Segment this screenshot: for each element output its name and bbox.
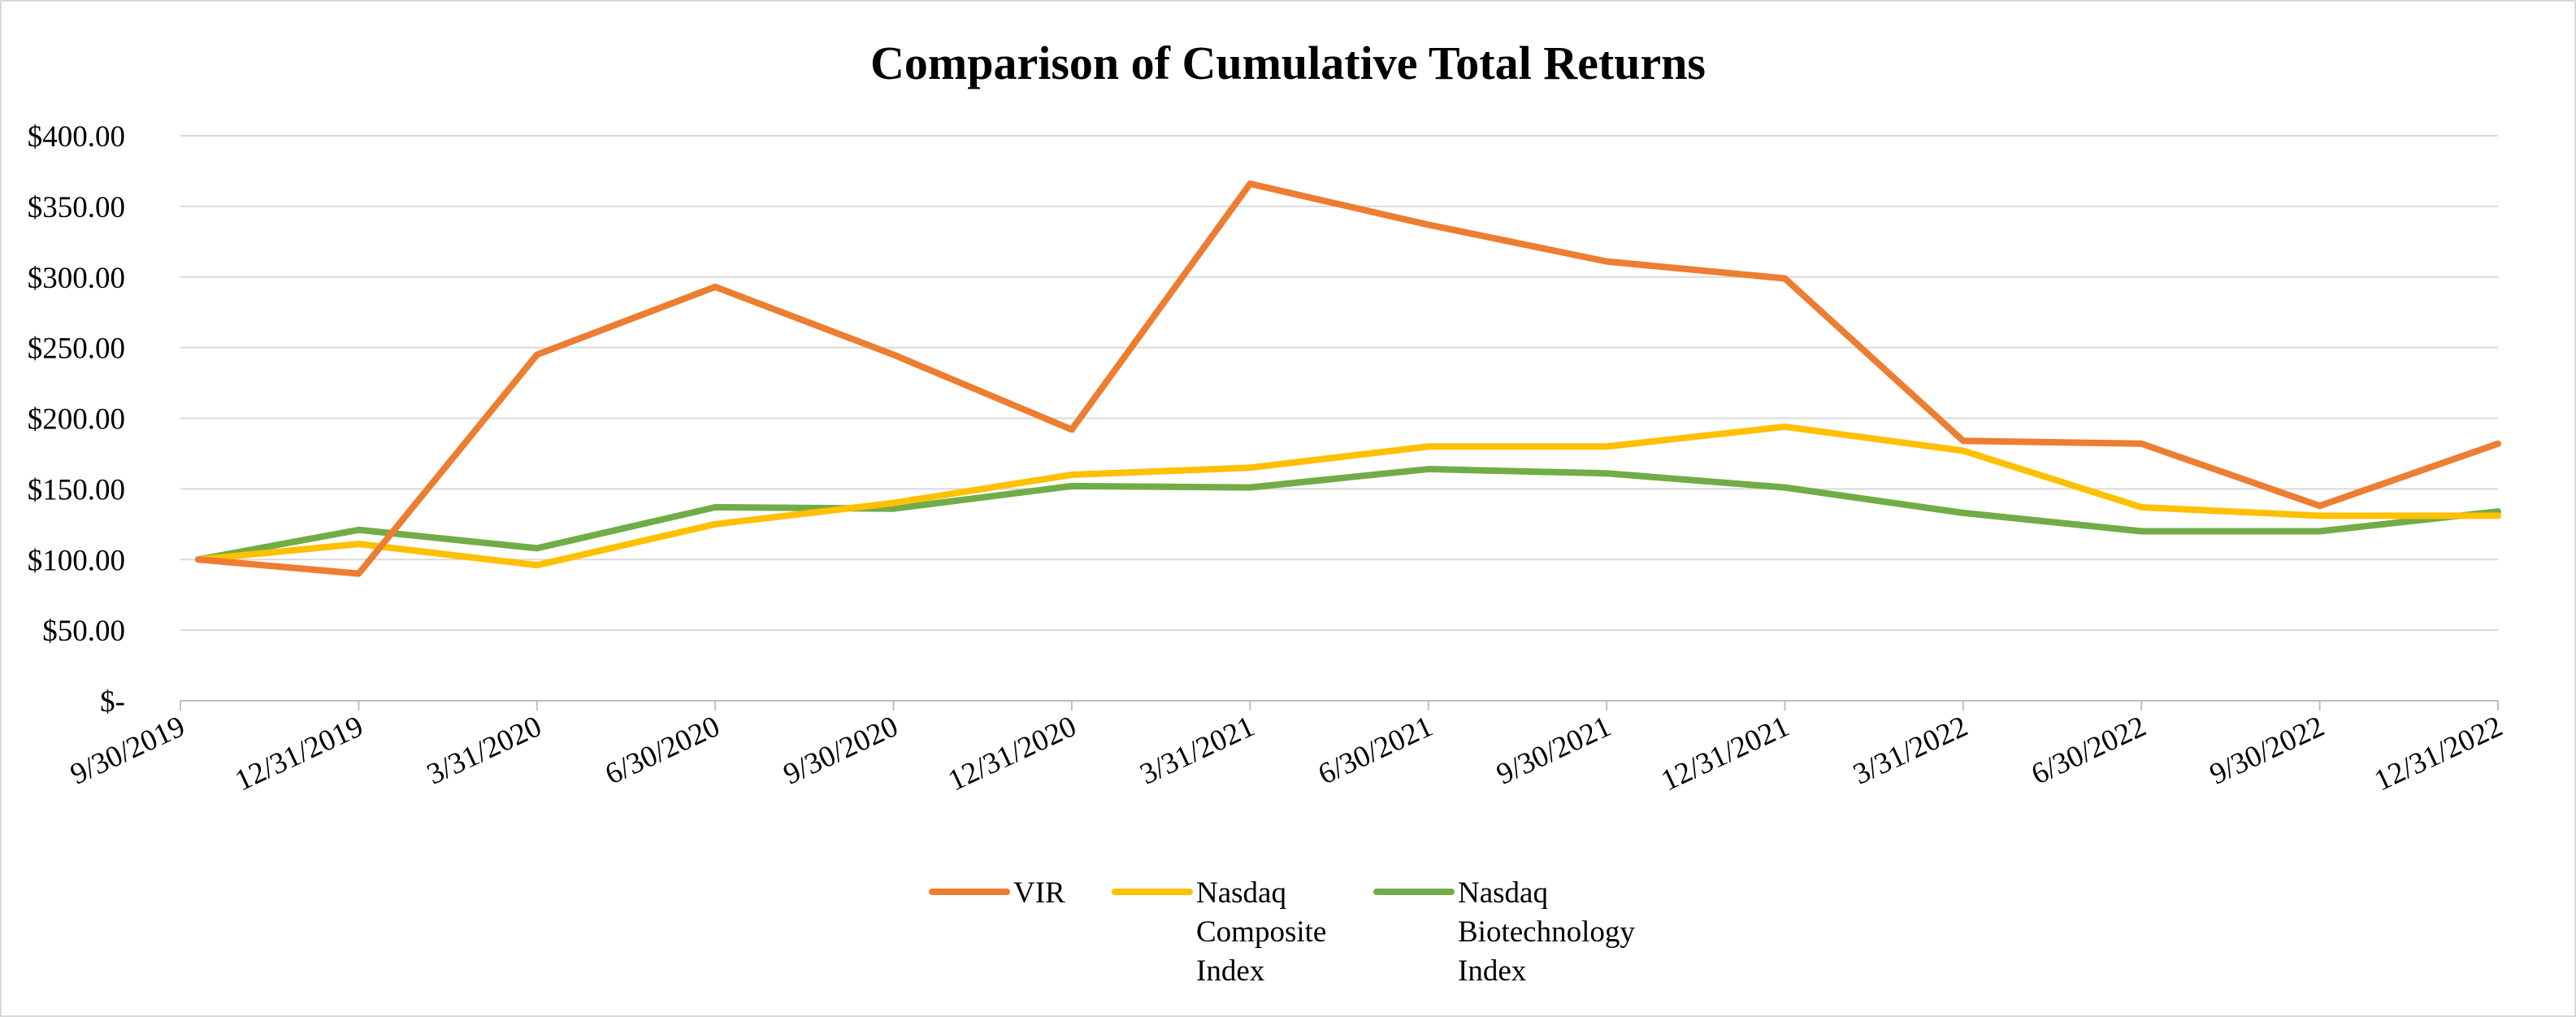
x-tick-label: 6/30/2021 <box>1313 710 1438 792</box>
axes <box>180 700 2499 711</box>
y-tick-label: $300.00 <box>28 262 125 295</box>
y-tick-label: $150.00 <box>28 473 125 506</box>
y-tick-label: $- <box>100 685 125 719</box>
y-tick-label: $250.00 <box>28 332 125 366</box>
legend-label: Index <box>1196 954 1265 988</box>
x-axis-tick-labels: 9/30/2019 12/31/2019 3/31/2020 6/30/2020 9/3… <box>65 710 2507 798</box>
gridlines <box>180 135 2498 632</box>
x-tick-label: 12/31/2020 <box>943 710 1082 798</box>
legend-label: Biotechnology <box>1458 915 1635 949</box>
legend-label: Nasdaq <box>1458 876 1548 910</box>
x-tick-label: 3/31/2022 <box>1848 710 1972 792</box>
chart-title: Comparison of Cumulative Total Returns <box>870 37 1706 89</box>
series-lines <box>195 180 2501 577</box>
series-line-vir <box>195 180 2501 577</box>
x-tick-label: 9/30/2021 <box>1492 710 1616 792</box>
x-tick-label: 3/31/2020 <box>422 710 546 792</box>
legend-label: Nasdaq <box>1196 876 1286 910</box>
x-tick-label: 12/31/2021 <box>1656 710 1794 798</box>
x-tick-label: 12/31/2019 <box>230 710 368 798</box>
x-tick-label: 9/30/2020 <box>778 710 903 792</box>
y-tick-label: $200.00 <box>28 403 125 437</box>
x-tick-label: 6/30/2020 <box>601 710 725 792</box>
y-tick-label: $50.00 <box>42 615 125 648</box>
x-tick-label: 9/30/2022 <box>2205 710 2329 792</box>
y-axis-tick-labels: $- $50.00 $100.00 $150.00 $200.00 $250.00 $300… <box>28 120 125 719</box>
x-tick-label: 12/31/2022 <box>2370 710 2508 798</box>
legend-label: Index <box>1458 954 1527 988</box>
series-line-nasdaq-biotechnology-index <box>195 466 2501 563</box>
series-line-nasdaq-composite-index <box>195 423 2501 569</box>
x-tick-label: 3/31/2021 <box>1135 710 1260 792</box>
x-tick-label: 9/30/2019 <box>65 710 189 792</box>
y-tick-label: $100.00 <box>28 544 125 577</box>
x-tick-label: 6/30/2022 <box>2027 710 2151 792</box>
legend-label: VIR <box>1013 876 1065 910</box>
legend: VIR Nasdaq Composite Index Nasdaq Biotechnolo… <box>929 876 1635 988</box>
legend-label: Composite <box>1196 915 1326 949</box>
y-tick-label: $350.00 <box>28 191 125 224</box>
y-tick-label: $400.00 <box>28 120 125 154</box>
